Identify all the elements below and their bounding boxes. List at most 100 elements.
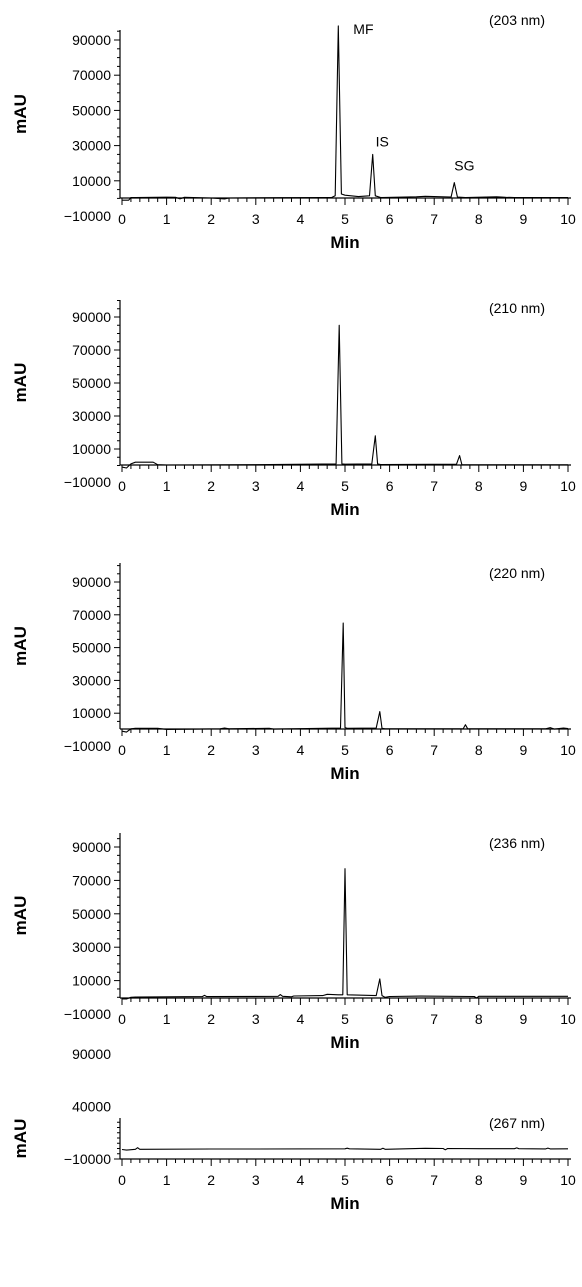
x-tick-label: 6	[386, 478, 394, 494]
x-tick-label: 7	[430, 211, 438, 227]
x-tick-label: 4	[297, 211, 305, 227]
x-tick-label: 4	[297, 742, 305, 758]
x-tick-label: 10	[560, 211, 576, 227]
chromatogram-trace	[122, 25, 568, 201]
y-tick-label: 90000	[72, 574, 111, 590]
x-tick-label: 8	[475, 478, 483, 494]
y-tick-label: −10000	[64, 208, 111, 224]
x-tick-label: 10	[560, 742, 576, 758]
y-axis-title: mAU	[11, 94, 30, 134]
y-tick-label: −10000	[64, 474, 111, 490]
x-tick-label: 6	[386, 1172, 394, 1188]
x-tick-label: 7	[430, 478, 438, 494]
y-tick-label: 70000	[72, 342, 111, 358]
y-tick-label: 50000	[72, 906, 111, 922]
chromatogram-panel-4: 90000 70000 50000 30000 10000 −10000 0 1 2 3 4 5 6 7 8…	[11, 833, 576, 1052]
x-tick-label: 3	[252, 478, 260, 494]
y-tick-label: 10000	[72, 441, 111, 457]
x-tick-label: 1	[163, 478, 171, 494]
y-axis-title: mAU	[11, 626, 30, 666]
chromatogram-panel-5: 90000 40000 −10000 0 1 2 3 4 5 6 7 8 9 10 Min mAU (267 n…	[11, 1046, 576, 1213]
x-tick-label: 10	[560, 1172, 576, 1188]
chromatogram-trace	[121, 324, 568, 469]
y-tick-label: 90000	[72, 32, 111, 48]
x-tick-label: 6	[386, 211, 394, 227]
y-tick-label: 30000	[72, 672, 111, 688]
wavelength-label: (210 nm)	[489, 300, 545, 316]
x-tick-label: 0	[118, 1011, 126, 1027]
y-tick-label: 70000	[72, 607, 111, 623]
x-tick-label: 4	[297, 1011, 305, 1027]
x-axis-title: Min	[330, 500, 359, 519]
y-axis-title: mAU	[11, 896, 30, 936]
chromatogram-panel-3: 90000 70000 50000 30000 10000 −10000 0 1 2 3 4 5 6 7 8…	[11, 563, 576, 783]
x-tick-label: 8	[475, 1172, 483, 1188]
x-tick-label: 4	[297, 478, 305, 494]
x-tick-label: 3	[252, 211, 260, 227]
x-axis-title: Min	[330, 1194, 359, 1213]
x-tick-label: 4	[297, 1172, 305, 1188]
x-tick-label: 8	[475, 1011, 483, 1027]
x-tick-label: 9	[520, 211, 528, 227]
x-axis-title: Min	[330, 764, 359, 783]
x-tick-label: 5	[341, 478, 349, 494]
x-tick-label: 9	[520, 478, 528, 494]
y-tick-label: −10000	[64, 1006, 111, 1022]
x-tick-label: 7	[430, 1172, 438, 1188]
x-axis-title: Min	[330, 1033, 359, 1052]
chromatogram-trace	[121, 622, 569, 733]
chromatogram-trace	[122, 868, 568, 1000]
y-tick-label: 70000	[72, 67, 111, 83]
chromatogram-panel-1: 90000 70000 50000 30000 10000 −10000 0 1 2 3 4 5 6 7 8…	[11, 12, 576, 252]
x-tick-label: 0	[118, 742, 126, 758]
chromatogram-panel-2: 90000 70000 50000 30000 10000 −10000 0 1 2 3 4 5 6 7 8…	[11, 300, 576, 519]
y-tick-label: 40000	[72, 1099, 111, 1115]
x-tick-label: 3	[252, 1172, 260, 1188]
wavelength-label: (267 nm)	[489, 1115, 545, 1131]
x-tick-label: 5	[341, 742, 349, 758]
x-tick-label: 9	[520, 1011, 528, 1027]
x-tick-label: 1	[163, 1172, 171, 1188]
wavelength-label: (220 nm)	[489, 565, 545, 581]
y-tick-label: 10000	[72, 973, 111, 989]
x-tick-label: 1	[163, 1011, 171, 1027]
x-tick-label: 1	[163, 211, 171, 227]
x-tick-label: 0	[118, 478, 126, 494]
y-axis-title: mAU	[11, 363, 30, 403]
x-tick-label: 6	[386, 742, 394, 758]
x-tick-label: 0	[118, 1172, 126, 1188]
y-tick-label: 10000	[72, 173, 111, 189]
y-tick-label: 90000	[72, 839, 111, 855]
y-axis-title: mAU	[11, 1119, 30, 1159]
y-tick-label: 90000	[72, 1046, 111, 1062]
x-tick-label: 7	[430, 1011, 438, 1027]
x-tick-label: 8	[475, 742, 483, 758]
wavelength-label: (203 nm)	[489, 12, 545, 28]
y-tick-label: 30000	[72, 408, 111, 424]
x-tick-label: 3	[252, 1011, 260, 1027]
y-tick-label: 10000	[72, 705, 111, 721]
y-tick-label: −10000	[64, 1151, 111, 1167]
x-tick-label: 2	[207, 742, 215, 758]
y-tick-label: 30000	[72, 138, 111, 154]
x-tick-label: 0	[118, 211, 126, 227]
y-tick-label: 50000	[72, 375, 111, 391]
x-tick-label: 10	[560, 478, 576, 494]
x-tick-label: 5	[341, 1011, 349, 1027]
y-tick-label: −10000	[64, 738, 111, 754]
x-tick-label: 6	[386, 1011, 394, 1027]
y-tick-label: 30000	[72, 939, 111, 955]
x-tick-label: 2	[207, 1172, 215, 1188]
x-tick-label: 1	[163, 742, 171, 758]
chromatogram-trace	[121, 1147, 569, 1151]
x-tick-label: 7	[430, 742, 438, 758]
x-tick-label: 2	[207, 478, 215, 494]
peak-label-is: IS	[376, 133, 389, 149]
wavelength-label: (236 nm)	[489, 835, 545, 851]
y-tick-label: 90000	[72, 309, 111, 325]
peak-label-sg: SG	[454, 158, 474, 174]
x-tick-label: 9	[520, 742, 528, 758]
x-tick-label: 5	[341, 211, 349, 227]
